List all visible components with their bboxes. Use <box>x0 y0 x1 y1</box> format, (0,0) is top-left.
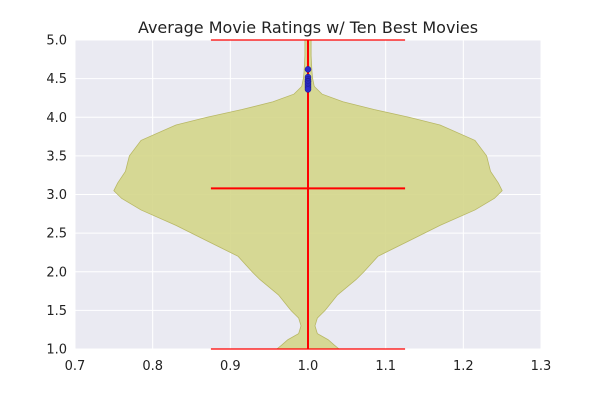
y-tick-label: 1.0 <box>46 343 67 358</box>
x-tick-label: 1.1 <box>375 359 396 374</box>
y-tick-label: 2.5 <box>46 227 67 242</box>
x-tick-label: 1.3 <box>531 359 552 374</box>
highlight-points <box>304 66 312 93</box>
y-tick-label: 3.5 <box>46 149 67 164</box>
y-tick-label: 3.0 <box>46 188 67 203</box>
x-tick-label: 0.8 <box>142 359 163 374</box>
x-tick-label: 0.9 <box>220 359 241 374</box>
y-tick-label: 2.0 <box>46 265 67 280</box>
chart-title: Average Movie Ratings w/ Ten Best Movies <box>138 18 478 37</box>
x-tick-label: 0.7 <box>65 359 86 374</box>
x-tick-label: 1.2 <box>453 359 474 374</box>
y-tick-label: 4.0 <box>46 111 67 126</box>
x-tick-labels: 0.7 0.8 0.9 1.0 1.1 1.2 1.3 <box>65 359 552 374</box>
best-movie-point <box>304 86 312 93</box>
y-tick-label: 5.0 <box>46 34 67 49</box>
y-tick-label: 4.5 <box>46 72 67 87</box>
x-tick-label: 1.0 <box>298 359 319 374</box>
y-tick-labels: 1.0 1.5 2.0 2.5 3.0 3.5 4.0 4.5 5.0 <box>46 34 67 358</box>
y-tick-label: 1.5 <box>46 304 67 319</box>
best-movie-point <box>304 66 312 73</box>
